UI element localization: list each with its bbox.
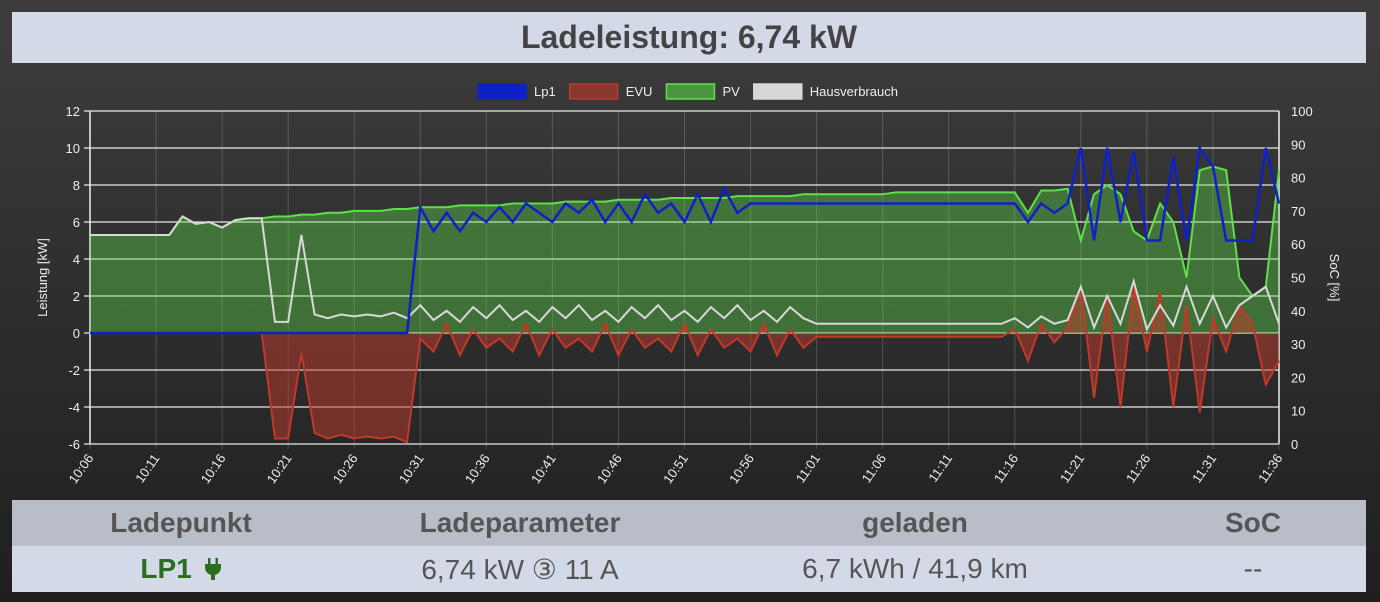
page-title: Ladeleistung: 6,74 kW	[520, 19, 858, 55]
y2-tick-label: 60	[1291, 237, 1305, 252]
x-tick-label: 11:26	[1123, 451, 1153, 485]
x-tick-label: 10:51	[660, 451, 691, 486]
series-line-lp1	[90, 144, 1281, 335]
x-tick-label: 10:31	[396, 451, 427, 486]
x-tick-label: 10:06	[66, 451, 97, 486]
charging-power-header: Ladeleistung: 6,74 kW	[12, 12, 1366, 63]
y2-tick-label: 80	[1291, 171, 1305, 186]
series-line-hausverbrauch	[90, 215, 1280, 332]
y-tick-label: 6	[73, 215, 80, 230]
legend-swatch-hausverbrauch	[753, 83, 803, 100]
series-area-pv	[90, 166, 1279, 333]
table-header-row: Ladepunkt Ladeparameter geladen SoC	[12, 500, 1366, 546]
charged-energy: 6,7 kWh / 41,9 km	[802, 553, 1028, 584]
y2-tick-label: 20	[1291, 370, 1305, 385]
y-tick-label: 12	[66, 104, 80, 119]
series-area-evu	[90, 286, 1279, 443]
y-tick-label: 8	[73, 178, 80, 193]
legend-label-lp1: Lp1	[534, 84, 556, 99]
x-tick-label: 11:06	[859, 451, 889, 485]
legend-label-pv: PV	[722, 84, 740, 99]
y-tick-label: 2	[73, 289, 80, 304]
legend-label-hausverbrauch: Hausverbrauch	[810, 84, 898, 99]
legend-swatch-lp1	[477, 83, 527, 100]
y2-tick-label: 50	[1291, 271, 1305, 286]
y-tick-label: -4	[68, 400, 80, 415]
x-tick-label: 10:11	[132, 451, 162, 485]
x-tick-label: 10:41	[528, 451, 559, 486]
legend-swatch-pv	[665, 83, 716, 100]
power-chart: -6 -4 -2 0 2 4 6 8 10 12 0 10 20 30 40 50 60 70 80 90 100 10:…	[35, 83, 1342, 486]
charge-point-name[interactable]: LP1	[12, 553, 350, 585]
y-tick-label: -2	[68, 363, 80, 378]
col-header-geladen: geladen	[862, 507, 968, 538]
x-tick-label: 10:36	[462, 451, 493, 486]
y2-tick-label: 30	[1291, 337, 1305, 352]
x-tick-label: 11:11	[925, 451, 955, 485]
y2-tick-label: 70	[1291, 204, 1305, 219]
y-tick-label: 4	[73, 252, 80, 267]
y2-tick-label: 10	[1291, 404, 1305, 419]
y-tick-label: 10	[66, 141, 80, 156]
y2-tick-label: 40	[1291, 304, 1305, 319]
series-line-pv	[90, 165, 1280, 298]
charge-point-table: Ladepunkt Ladeparameter geladen SoC LP1 …	[12, 500, 1366, 592]
x-tick-label: 10:16	[198, 451, 229, 486]
y-tick-label: -6	[68, 437, 80, 452]
col-header-soc: SoC	[1225, 507, 1281, 538]
x-tick-label: 10:56	[726, 451, 757, 486]
x-tick-label: 11:21	[1057, 451, 1087, 485]
plug-icon	[204, 558, 221, 580]
charge-parameters: 6,74 kW ③ 11 A	[421, 553, 619, 585]
y2-tick-label: 0	[1291, 437, 1298, 452]
table-row[interactable]: LP1 6,74 kW ③ 11 A 6,7 kWh / 41,9 km --	[12, 546, 1366, 592]
x-tick-label: 11:31	[1189, 451, 1219, 485]
x-tick-label: 10:46	[594, 451, 625, 486]
legend-swatch-evu	[568, 83, 619, 100]
y2-tick-label: 90	[1291, 137, 1305, 152]
x-tick-label: 11:36	[1255, 451, 1285, 485]
col-header-ladepunkt: Ladepunkt	[110, 507, 252, 538]
charge-point-label: LP1	[140, 553, 192, 584]
y2-axis-label: SoC [%]	[1327, 254, 1342, 302]
y2-tick-label: 100	[1291, 104, 1313, 119]
legend-label-evu: EVU	[626, 84, 653, 99]
y-tick-label: 0	[73, 326, 80, 341]
col-header-ladeparameter: Ladeparameter	[419, 507, 621, 538]
x-tick-label: 11:16	[991, 451, 1021, 485]
x-tick-label: 11:01	[793, 451, 823, 485]
y-axis-label: Leistung [kW]	[35, 238, 50, 317]
x-tick-label: 10:26	[330, 451, 361, 486]
soc-value: --	[1243, 553, 1263, 584]
x-tick-label: 10:21	[264, 451, 295, 486]
